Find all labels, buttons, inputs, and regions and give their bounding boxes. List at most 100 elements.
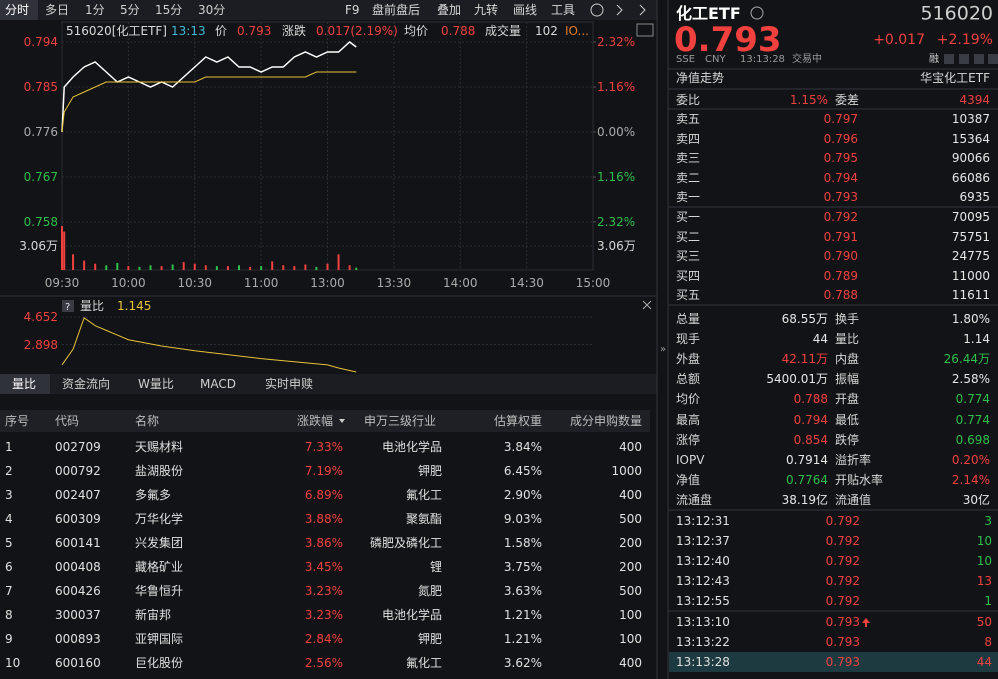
arrow-icon[interactable] xyxy=(616,4,623,16)
volume-tick-label: 3.06万 xyxy=(19,239,58,253)
close-icon[interactable] xyxy=(642,300,652,310)
table-cell: 3.63% xyxy=(503,584,542,598)
trade-time: 13:12:37 xyxy=(676,534,730,548)
column-header[interactable]: 序号 xyxy=(5,414,30,428)
period-tab[interactable]: 30分 xyxy=(198,3,226,17)
book-volume: 90066 xyxy=(951,151,990,165)
column-header[interactable]: 估算权重 xyxy=(493,414,542,428)
book-price: 0.793 xyxy=(823,190,858,204)
table-cell: 2 xyxy=(5,464,13,478)
sub-tab[interactable]: 量比 xyxy=(12,377,37,391)
tool-button[interactable]: 工具 xyxy=(551,3,576,17)
sub-tab[interactable]: W量比 xyxy=(138,377,174,391)
security-name: 化工ETF xyxy=(676,4,741,23)
volume-bar xyxy=(226,266,229,270)
y2-tick-label: 2.32% xyxy=(597,35,636,49)
book-level: 买一 xyxy=(676,210,701,224)
quote-meta: 交易中 xyxy=(792,54,822,65)
table-cell: 9.03% xyxy=(503,512,542,526)
stat-value: 26.44万 xyxy=(943,352,990,367)
chart-header: 0.793 xyxy=(237,24,272,38)
tool-button[interactable]: 九转 xyxy=(474,3,499,17)
x-tick-label: 09:30 xyxy=(44,276,80,290)
period-tab[interactable]: 15分 xyxy=(155,3,183,17)
volume-bar xyxy=(63,231,66,270)
sub-tab[interactable]: 实时申赎 xyxy=(265,377,314,391)
volume-bar xyxy=(204,265,207,270)
toolbar-bg xyxy=(0,0,657,20)
trade-volume: 3 xyxy=(984,514,992,528)
table-cell: 6.89% xyxy=(304,488,343,502)
stat-value: 0.774 xyxy=(955,412,990,427)
volume-bar xyxy=(215,266,218,270)
table-cell: 400 xyxy=(619,656,642,670)
volume-bar xyxy=(348,265,351,270)
column-header[interactable]: 涨跌幅 xyxy=(296,414,333,428)
book-level: 卖四 xyxy=(676,131,701,146)
table-cell: 600426 xyxy=(55,584,101,598)
tool-icon[interactable] xyxy=(974,54,984,64)
period-tab[interactable]: 分时 xyxy=(5,3,30,17)
volume-bar xyxy=(271,261,274,270)
volume-bar xyxy=(72,254,75,270)
table-cell: 锂 xyxy=(429,560,442,574)
tool-button[interactable]: 盘前盘后 xyxy=(372,3,421,17)
tool-button[interactable]: F9 xyxy=(345,3,360,17)
last-price: 0.793 xyxy=(674,20,782,60)
info-icon[interactable] xyxy=(750,6,764,20)
sub-tab[interactable]: 资金流向 xyxy=(62,377,111,391)
y2-tick-label: 2.32% xyxy=(597,215,636,229)
book-volume: 24775 xyxy=(951,249,990,263)
arrow-icon[interactable] xyxy=(639,4,646,16)
help-icon[interactable] xyxy=(62,300,74,312)
table-cell: 2.56% xyxy=(304,656,343,670)
column-header[interactable]: 成分申购数量 xyxy=(569,414,642,428)
tool-button[interactable]: 叠加 xyxy=(437,3,462,17)
table-cell: 兴发集团 xyxy=(135,536,184,550)
settings-icon[interactable] xyxy=(590,3,604,17)
table-cell: 200 xyxy=(619,536,642,550)
book-label: 委差 xyxy=(835,93,860,107)
stat-value: 0.7764 xyxy=(786,472,828,487)
period-tab[interactable]: 多日 xyxy=(45,3,70,17)
book-level: 买二 xyxy=(676,229,701,244)
collapse-icon[interactable]: » xyxy=(660,344,666,355)
table-cell: 6 xyxy=(5,560,13,574)
tool-icon[interactable] xyxy=(944,54,954,64)
table-cell: 6.45% xyxy=(503,464,542,478)
book-value: 4394 xyxy=(959,93,990,107)
table-cell: 7.33% xyxy=(304,440,343,454)
volume-bar xyxy=(160,266,163,270)
nav-link[interactable]: 净值走势 xyxy=(676,71,725,85)
stat-value: 0.774 xyxy=(955,392,990,407)
period-tab[interactable]: 1分 xyxy=(85,3,105,17)
table-cell: 100 xyxy=(619,608,642,622)
sub-tab[interactable]: MACD xyxy=(200,377,236,391)
help-icon: ? xyxy=(65,302,70,313)
tool-button[interactable]: 画线 xyxy=(513,3,538,17)
tool-icon[interactable] xyxy=(959,54,969,64)
x-tick-label: 14:30 xyxy=(509,276,544,290)
trade-price: 0.792 xyxy=(825,514,860,528)
table-cell: 2.84% xyxy=(304,632,343,646)
table-cell: 3.88% xyxy=(304,512,343,526)
column-header[interactable]: 名称 xyxy=(135,414,160,428)
wp-icon[interactable] xyxy=(636,23,654,37)
table-cell: 500 xyxy=(619,512,642,526)
stat-value: 2.14% xyxy=(951,472,990,487)
period-tab[interactable]: 5分 xyxy=(120,3,140,17)
chart-header: 成交量 xyxy=(485,24,522,38)
sort-icon[interactable] xyxy=(339,419,345,423)
table-cell: 3.75% xyxy=(503,560,542,574)
stat-value: 5400.01万 xyxy=(766,372,828,387)
y-tick-label: 0.794 xyxy=(23,35,58,49)
trade-time: 13:13:10 xyxy=(676,615,730,629)
x-tick-label: 15:00 xyxy=(575,276,611,290)
x-tick-label: 10:00 xyxy=(111,276,146,290)
chart-header: 102 xyxy=(535,24,558,38)
column-header[interactable]: 代码 xyxy=(55,414,80,428)
column-header[interactable]: 申万三级行业 xyxy=(363,414,437,428)
table-cell: 氟化工 xyxy=(405,656,442,670)
tool-icon[interactable] xyxy=(988,54,998,64)
